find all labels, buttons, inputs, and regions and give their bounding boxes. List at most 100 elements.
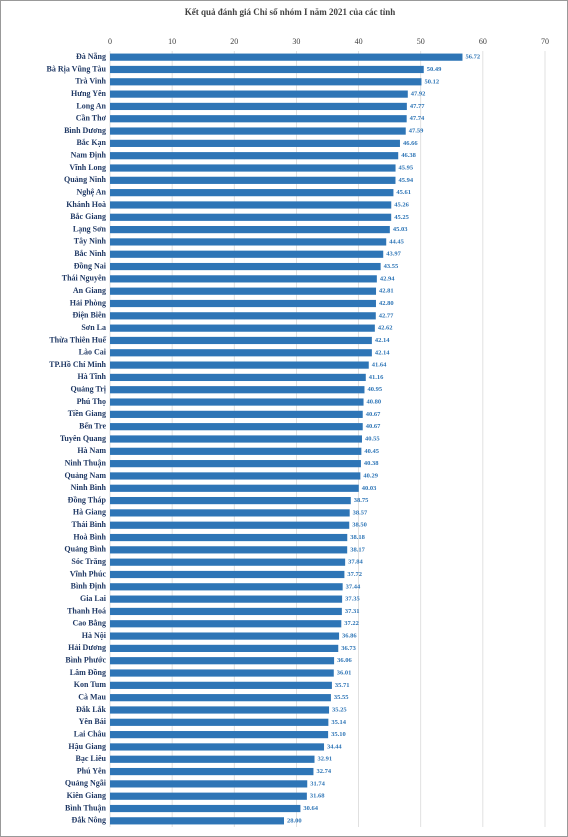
bar <box>110 755 315 763</box>
value-label: 42.62 <box>378 325 393 332</box>
category-label: Điện Biên <box>72 311 106 320</box>
value-label: 42.14 <box>375 349 390 356</box>
value-label: 38.17 <box>350 546 365 553</box>
value-label: 45.03 <box>393 226 408 233</box>
value-label: 43.55 <box>384 263 399 270</box>
x-tick-label: 20 <box>230 37 238 46</box>
category-label: Thừa Thiên Huế <box>49 335 106 344</box>
category-label: Ninh Bình <box>71 483 107 492</box>
category-label: Hoà Bình <box>73 532 106 541</box>
value-label: 37.44 <box>346 583 361 590</box>
value-label: 28.00 <box>287 817 302 824</box>
category-label: Hà Giang <box>73 508 106 517</box>
category-label: Hải Dương <box>68 643 106 652</box>
value-label: 37.35 <box>345 596 360 603</box>
bar <box>110 583 343 591</box>
bar <box>110 694 331 702</box>
value-label: 41.16 <box>369 374 384 381</box>
bar <box>110 349 372 357</box>
value-label: 56.72 <box>465 54 480 61</box>
value-label: 42.80 <box>379 300 394 307</box>
value-label: 35.55 <box>334 694 349 701</box>
category-label: Quảng Bình <box>64 545 106 554</box>
value-label: 38.75 <box>354 497 369 504</box>
bar <box>110 152 399 160</box>
category-label: Bến Tre <box>79 422 106 431</box>
category-label: Ninh Thuận <box>65 458 107 467</box>
bar <box>110 570 345 579</box>
bar <box>110 324 375 332</box>
bar <box>110 65 424 74</box>
value-label: 50.12 <box>424 78 439 85</box>
value-label: 31.74 <box>310 780 325 787</box>
value-label: 40.29 <box>363 472 378 479</box>
bar <box>110 780 308 788</box>
category-label: Hưng Yên <box>71 89 107 98</box>
value-label: 44.45 <box>389 238 404 245</box>
value-label: 43.97 <box>386 251 401 258</box>
category-label: Bà Rịa Vũng Tàu <box>46 64 106 73</box>
value-label: 42.77 <box>379 312 394 319</box>
value-label: 37.22 <box>344 620 359 627</box>
category-label: Bắc Kạn <box>76 138 106 147</box>
bar <box>110 817 284 825</box>
value-label: 40.67 <box>366 423 381 430</box>
value-label: 35.25 <box>332 706 347 713</box>
value-label: 45.95 <box>399 165 414 172</box>
bar <box>110 669 334 677</box>
category-label: Hà Tĩnh <box>77 372 106 381</box>
bar <box>110 521 350 529</box>
category-label: Vĩnh Phúc <box>70 569 107 578</box>
bar <box>110 706 330 714</box>
bar <box>110 484 359 492</box>
bar <box>110 102 407 111</box>
value-label: 40.45 <box>364 448 379 455</box>
category-label: Hậu Giang <box>68 742 106 751</box>
category-label: Hà Nam <box>77 446 106 455</box>
value-label: 38.57 <box>353 509 368 516</box>
category-label: Tây Ninh <box>74 237 107 246</box>
value-label: 36.86 <box>342 633 357 640</box>
category-label: Đắk Lắk <box>76 705 107 714</box>
bar <box>110 743 325 751</box>
category-label: Đồng Tháp <box>68 495 107 504</box>
category-label: Nghệ An <box>76 187 106 196</box>
category-label: Vĩnh Long <box>69 163 106 172</box>
category-label: Thái Bình <box>72 520 107 529</box>
bar <box>110 607 342 616</box>
x-tick-label: 30 <box>292 37 300 46</box>
category-label: Cần Thơ <box>76 114 107 123</box>
bar <box>110 287 377 295</box>
category-label: Bình Định <box>71 582 107 591</box>
value-label: 32.74 <box>316 768 331 775</box>
bar <box>110 595 343 603</box>
category-label: Bắc Giang <box>70 212 106 221</box>
value-label: 30.64 <box>303 805 318 812</box>
category-label: Tuyên Quang <box>60 434 106 443</box>
bar <box>110 410 363 418</box>
category-label: Đồng Nai <box>74 261 107 270</box>
value-label: 35.71 <box>335 682 350 689</box>
category-label: Nam Định <box>71 151 107 160</box>
bar <box>110 472 361 480</box>
category-label: Quảng Trị <box>71 385 107 394</box>
bar <box>110 496 351 505</box>
bar <box>110 767 314 776</box>
value-label: 46.38 <box>401 152 416 159</box>
category-label: Lai Châu <box>74 729 107 738</box>
category-label: Kiên Giang <box>67 791 106 800</box>
value-label: 41.64 <box>372 362 387 369</box>
category-label: Sóc Trăng <box>71 557 106 566</box>
bar <box>110 361 369 369</box>
value-label: 50.49 <box>427 66 442 73</box>
bar <box>110 423 363 431</box>
bar <box>110 78 422 86</box>
bar <box>110 189 394 197</box>
category-label: TP.Hồ Chí Minh <box>49 360 106 369</box>
chart-title: Kết quả đánh giá Chỉ số nhóm I năm 2021 … <box>185 7 396 17</box>
bar <box>110 262 381 271</box>
category-label: Lạng Sơn <box>73 224 107 233</box>
x-tick-label: 10 <box>168 37 176 46</box>
value-label: 37.84 <box>348 559 363 566</box>
value-label: 45.26 <box>394 201 409 208</box>
